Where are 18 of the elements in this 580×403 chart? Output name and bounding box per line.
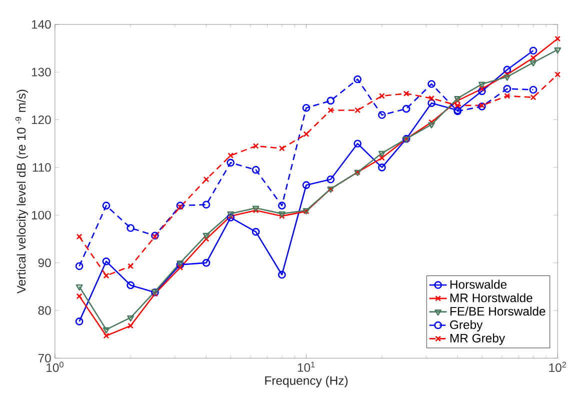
x-axis-title: Frequency (Hz) [265,376,348,388]
y-tick-label: 90 [38,258,51,268]
legend-label: MR Horstwalde [450,293,532,302]
legend-label: Greby [450,320,483,332]
y-tick-label: 100 [32,210,51,220]
x-tick-label: 10$^{0}$ [46,362,64,372]
x-tick-label: 10$^{1}$ [298,362,315,372]
x-tick-label: 10$^{2}$ [549,362,566,372]
legend-label: MR Greby [450,334,506,345]
y-tick-label: 140 [32,20,51,29]
legend-label: Horswalde [450,280,507,289]
y-tick-label: 70 [38,354,51,363]
y-tick-label: 130 [32,68,51,76]
legend-label: FE/BE Horswalde [450,306,546,316]
y-axis-title: Vertical velocity level dB (re 10 $^{-9}$ m/s) [15,90,28,294]
y-tick-label: 120 [32,115,51,124]
y-tick-label: 80 [38,306,51,315]
y-tick-label: 110 [32,163,51,172]
